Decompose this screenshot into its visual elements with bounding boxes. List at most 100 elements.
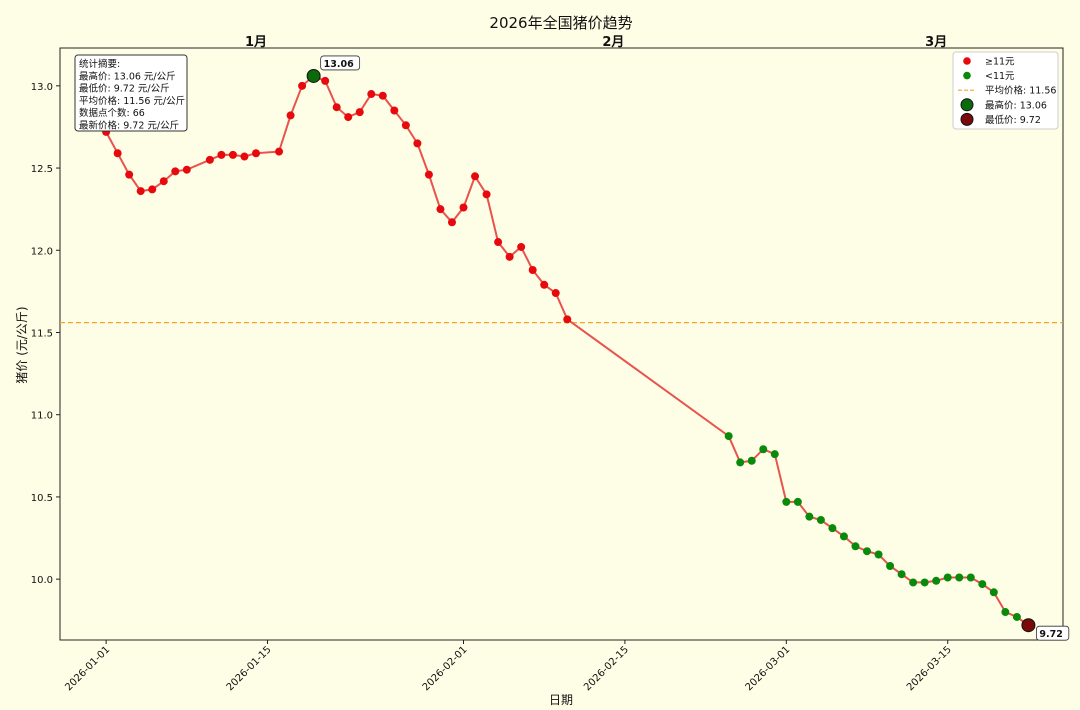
- data-point: [747, 456, 756, 465]
- summary-line: 数据点个数: 66: [79, 107, 145, 119]
- data-point: [943, 573, 952, 582]
- data-point: [298, 81, 307, 90]
- plot-area: [59, 47, 1064, 641]
- data-point: [782, 497, 791, 506]
- data-point: [275, 147, 284, 156]
- data-point: [482, 190, 491, 199]
- legend-label: ≥11元: [985, 57, 1015, 68]
- data-point: [171, 167, 180, 176]
- data-point: [551, 289, 560, 298]
- min-label: 9.72: [1039, 629, 1062, 640]
- data-point: [805, 512, 814, 521]
- data-points: [102, 71, 1033, 630]
- data-point: [240, 152, 249, 161]
- data-point: [966, 573, 975, 582]
- data-point: [378, 91, 387, 100]
- data-point: [517, 242, 526, 251]
- summary-line: 最新价格: 9.72 元/公斤: [79, 120, 179, 132]
- data-point: [1001, 608, 1010, 617]
- data-point: [563, 315, 572, 324]
- data-point: [390, 106, 399, 115]
- data-point: [1012, 612, 1021, 621]
- data-point: [770, 450, 779, 459]
- min-marker: [1021, 618, 1036, 633]
- data-point: [759, 445, 768, 454]
- legend-label: 平均价格: 11.56: [985, 85, 1056, 97]
- summary-line: 最高价: 13.06 元/公斤: [79, 70, 176, 82]
- x-tick-label: 2026-02-15: [582, 644, 631, 693]
- data-point: [344, 113, 353, 122]
- chart-title: 2026年全国猪价趋势: [489, 14, 632, 32]
- data-point: [401, 121, 410, 130]
- data-point: [321, 76, 330, 85]
- data-point: [436, 205, 445, 214]
- data-point: [286, 111, 295, 120]
- data-point: [424, 170, 433, 179]
- data-point: [874, 550, 883, 559]
- data-point: [367, 90, 376, 99]
- x-tick-label: 2026-03-15: [905, 644, 954, 693]
- data-point: [793, 497, 802, 506]
- y-tick-label: 11.0: [31, 411, 53, 422]
- legend-label: 最低价: 9.72: [985, 114, 1041, 126]
- month-label: 3月: [925, 35, 947, 50]
- min-label-box: [1036, 625, 1070, 641]
- data-point: [148, 185, 157, 194]
- data-point: [459, 203, 468, 212]
- x-tick-label: 2026-01-15: [225, 644, 274, 693]
- month-label: 1月: [245, 35, 267, 50]
- data-point: [447, 218, 456, 227]
- x-axis: 2026-01-01 2026-01-15 2026-02-01 2026-02-15…: [63, 640, 954, 693]
- data-point: [920, 578, 929, 587]
- summary-line: 最低价: 9.72 元/公斤: [79, 83, 170, 95]
- data-point: [355, 108, 364, 117]
- data-point: [113, 149, 122, 158]
- summary-line: 平均价格: 11.56 元/公斤: [79, 95, 185, 107]
- x-axis-label: 日期: [549, 693, 573, 707]
- x-tick-label: 2026-02-01: [421, 644, 470, 693]
- data-point: [494, 238, 503, 247]
- data-point: [182, 165, 191, 174]
- legend-marker: [963, 57, 971, 65]
- month-labels: 1月 2月 3月: [245, 35, 947, 50]
- data-point: [863, 547, 872, 556]
- data-point: [205, 155, 214, 164]
- data-point: [228, 150, 237, 159]
- max-label-box: [320, 55, 361, 71]
- extreme-markers: 13.06 9.72: [306, 55, 1070, 641]
- data-point: [332, 103, 341, 112]
- y-tick-label: 10.0: [31, 575, 53, 586]
- data-point: [886, 562, 895, 570]
- data-point: [989, 588, 998, 597]
- data-point: [125, 170, 134, 179]
- y-tick-label: 12.5: [31, 164, 53, 175]
- summary-line: 统计摘要:: [79, 58, 120, 70]
- data-point: [159, 177, 168, 186]
- data-point: [736, 458, 745, 467]
- y-tick-label: 10.5: [31, 493, 53, 504]
- month-label: 2月: [602, 35, 624, 50]
- data-point: [471, 172, 480, 181]
- data-point: [828, 524, 837, 533]
- data-point: [413, 139, 422, 148]
- y-axis: 10.0 10.5 11.0 11.5 12.0 12.5 13.0: [31, 82, 60, 586]
- data-point: [851, 542, 860, 551]
- data-point: [932, 576, 941, 585]
- data-point: [217, 150, 226, 159]
- data-point: [978, 580, 987, 589]
- y-tick-label: 11.5: [31, 328, 53, 339]
- data-point: [505, 252, 514, 261]
- data-point: [839, 532, 848, 541]
- data-point: [816, 515, 825, 524]
- legend-label: 最高价: 13.06: [985, 99, 1047, 111]
- data-point: [136, 187, 145, 196]
- data-point: [909, 578, 918, 587]
- max-label: 13.06: [324, 59, 354, 70]
- max-marker: [306, 68, 321, 83]
- data-point: [724, 432, 733, 441]
- legend-marker: [960, 112, 974, 126]
- legend-marker: [960, 98, 974, 112]
